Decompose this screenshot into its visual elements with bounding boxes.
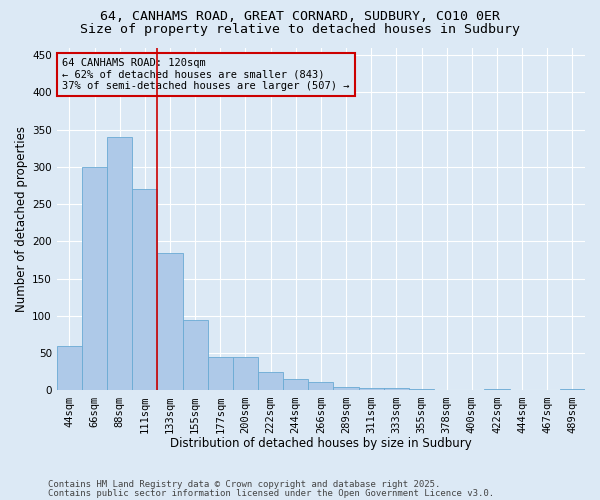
X-axis label: Distribution of detached houses by size in Sudbury: Distribution of detached houses by size … xyxy=(170,437,472,450)
Bar xyxy=(82,167,107,390)
Bar xyxy=(258,372,283,390)
Bar xyxy=(157,252,182,390)
Bar xyxy=(359,388,384,390)
Bar xyxy=(132,189,157,390)
Bar xyxy=(308,382,334,390)
Text: Size of property relative to detached houses in Sudbury: Size of property relative to detached ho… xyxy=(80,22,520,36)
Bar xyxy=(208,357,233,390)
Text: 64 CANHAMS ROAD: 120sqm
← 62% of detached houses are smaller (843)
37% of semi-d: 64 CANHAMS ROAD: 120sqm ← 62% of detache… xyxy=(62,58,350,91)
Bar xyxy=(182,320,208,390)
Bar xyxy=(484,389,509,390)
Bar xyxy=(409,389,434,390)
Y-axis label: Number of detached properties: Number of detached properties xyxy=(15,126,28,312)
Text: Contains HM Land Registry data © Crown copyright and database right 2025.: Contains HM Land Registry data © Crown c… xyxy=(48,480,440,489)
Bar xyxy=(233,357,258,390)
Bar xyxy=(560,389,585,390)
Bar xyxy=(334,386,359,390)
Text: 64, CANHAMS ROAD, GREAT CORNARD, SUDBURY, CO10 0ER: 64, CANHAMS ROAD, GREAT CORNARD, SUDBURY… xyxy=(100,10,500,23)
Bar xyxy=(283,380,308,390)
Bar xyxy=(384,388,409,390)
Bar xyxy=(107,137,132,390)
Bar xyxy=(57,346,82,391)
Text: Contains public sector information licensed under the Open Government Licence v3: Contains public sector information licen… xyxy=(48,489,494,498)
